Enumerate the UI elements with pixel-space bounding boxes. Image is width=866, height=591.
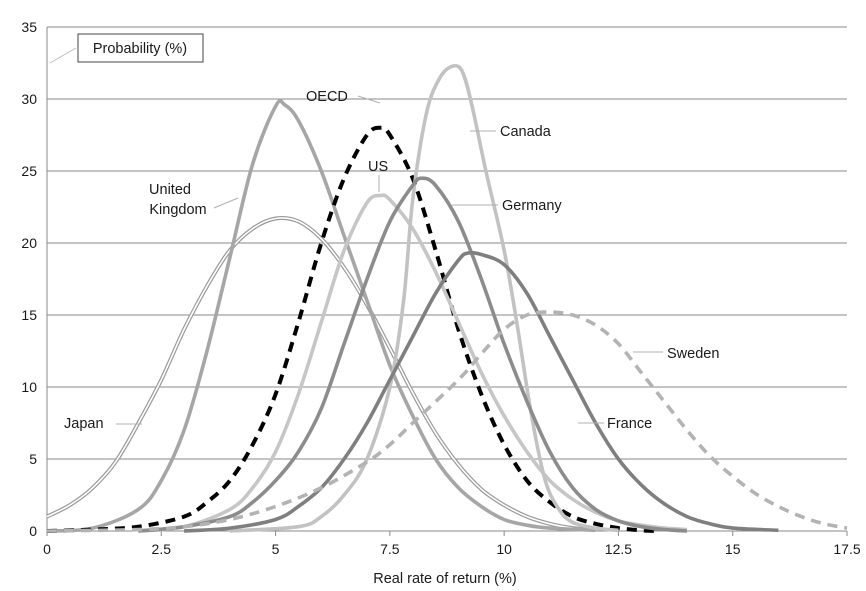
y-tick-label: 35 bbox=[21, 19, 37, 35]
y-axis-title-group: Probability (%) bbox=[49, 33, 204, 64]
series-canada-line bbox=[229, 63, 619, 533]
series-germany-line bbox=[138, 176, 688, 533]
y-axis-title-leader bbox=[49, 47, 77, 64]
x-axis-title: Real rate of return (%) bbox=[373, 571, 516, 586]
x-tick-label: 5 bbox=[272, 541, 280, 557]
series-label-united: United bbox=[149, 182, 191, 198]
y-axis-title: Probability (%) bbox=[93, 41, 187, 57]
label-leader-oecd bbox=[357, 95, 381, 104]
x-tick-label: 17.5 bbox=[833, 541, 860, 557]
y-tick-labels: 0 5 10 15 20 25 30 35 bbox=[21, 19, 37, 539]
x-tick-labels: 0 2.5 5 7.5 10 12.5 15 17.5 bbox=[43, 531, 861, 557]
series-united-kingdom-line bbox=[46, 99, 596, 533]
series-sweden-line bbox=[46, 310, 848, 533]
series-us-line bbox=[138, 193, 688, 533]
series-label-sweden: Sweden bbox=[667, 346, 719, 362]
series-label-japan: Japan bbox=[64, 416, 104, 432]
series-japan-line bbox=[46, 215, 596, 532]
series-label-germany: Germany bbox=[502, 198, 562, 214]
series-oecd-line bbox=[46, 125, 656, 533]
label-leader-kingdom bbox=[213, 197, 239, 209]
x-tick-label: 7.5 bbox=[380, 541, 400, 557]
series-label-canada: Canada bbox=[500, 124, 552, 140]
x-tick-label: 2.5 bbox=[152, 541, 172, 557]
y-tick-label: 25 bbox=[21, 163, 37, 179]
y-tick-label: 10 bbox=[21, 379, 37, 395]
series-label-us: US bbox=[368, 159, 388, 175]
gridlines bbox=[47, 26, 847, 460]
y-tick-label: 5 bbox=[29, 451, 37, 467]
series-annotations: Japan United Kingdom OECD US Canada Germany Fra… bbox=[64, 89, 719, 432]
series-label-oecd: OECD bbox=[306, 89, 348, 105]
x-tick-label: 12.5 bbox=[605, 541, 632, 557]
y-axis-title-box bbox=[77, 33, 204, 63]
series-japan-line-inner bbox=[46, 217, 596, 531]
series-label-kingdom: Kingdom bbox=[149, 202, 206, 218]
axes bbox=[46, 27, 847, 532]
series-lines bbox=[46, 63, 848, 533]
y-tick-label: 20 bbox=[21, 235, 37, 251]
x-tick-label: 0 bbox=[43, 541, 51, 557]
y-tick-label: 15 bbox=[21, 307, 37, 323]
y-tick-label: 0 bbox=[29, 523, 37, 539]
x-tick-label: 15 bbox=[725, 541, 741, 557]
series-label-france: France bbox=[607, 416, 652, 432]
x-tick-label: 10 bbox=[496, 541, 512, 557]
y-tick-label: 30 bbox=[21, 91, 37, 107]
